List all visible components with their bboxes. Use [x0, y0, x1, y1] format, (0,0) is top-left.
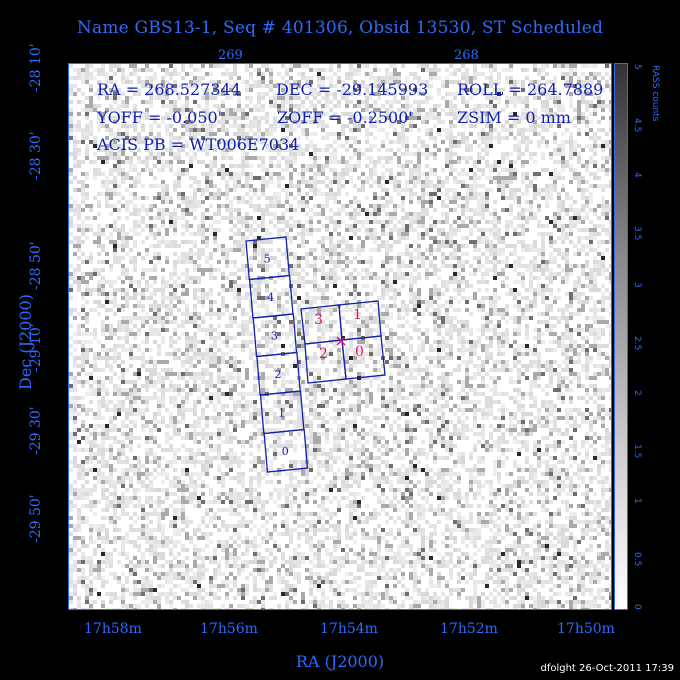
colorbar-tick: 4.5 [632, 118, 642, 133]
ra-bottom-tick: 17h58m [84, 621, 142, 637]
colorbar-tick: 2.5 [632, 336, 642, 351]
colorbar-title: RASS counts [650, 65, 660, 122]
info-dec: DEC = -29.145993 [276, 80, 429, 99]
acis-footprint: 5 4 3 2 1 0 3 1 2 0 [245, 236, 386, 473]
info-acis-pb: ACIS PB = WT006E7034 [97, 135, 300, 154]
aimpoint-marker [336, 336, 346, 346]
dec-tick: -28 10' [28, 43, 44, 92]
acis-i-chip-label: 0 [355, 344, 364, 360]
dec-tick: -28 30' [28, 131, 44, 180]
dec-tick: -28 50' [28, 241, 44, 290]
acis-i-chip-label: 3 [314, 312, 323, 328]
info-roll: ROLL = 264.7889 [457, 80, 604, 99]
colorbar-tick: 3.5 [632, 226, 642, 241]
acis-i-chip-label: 2 [319, 346, 328, 362]
info-yoff: YOFF = -0.050' [97, 108, 223, 127]
acis-i-chip [341, 335, 386, 380]
dec-tick: -29 50' [28, 494, 44, 543]
ra-bottom-tick: 17h56m [200, 621, 258, 637]
x-axis-title: RA (J2000) [295, 652, 385, 671]
colorbar-tick: 1.5 [632, 444, 642, 459]
colorbar-tick: 2 [632, 390, 642, 396]
footer-stamp: dfolght 26-Oct-2011 17:39 [540, 663, 674, 674]
rass-background [69, 64, 611, 609]
plot-title: Name GBS13-1, Seq # 401306, Obsid 13530,… [76, 18, 604, 38]
acis-s-chip-label: 4 [267, 291, 274, 304]
ra-bottom-tick: 17h52m [440, 621, 498, 637]
colorbar-tick: 3 [632, 282, 642, 288]
ra-bottom-tick: 17h54m [320, 621, 378, 637]
colorbar-tick: 4 [632, 172, 642, 178]
acis-s-chip-label: 0 [282, 445, 289, 458]
colorbar [614, 63, 628, 610]
colorbar-tick: 1 [632, 498, 642, 504]
info-ra: RA = 268.527344 [97, 80, 241, 99]
acis-i-chip-label: 1 [353, 307, 362, 323]
colorbar-tick: 0.5 [632, 552, 642, 567]
sky-image: 5 4 3 2 1 0 3 1 2 0 [68, 63, 612, 610]
acis-s-chip-label: 1 [278, 406, 285, 419]
acis-s-chip-label: 2 [275, 368, 282, 381]
ra-top-tick: 269 [218, 48, 243, 63]
info-zsim: ZSIM = 0 mm [457, 108, 571, 127]
info-zoff: ZOFF = -0.2500' [277, 108, 413, 127]
colorbar-tick: 0 [632, 604, 642, 610]
colorbar-tick: 5 [632, 64, 642, 70]
y-axis-title: Dec (J2000) [16, 294, 35, 390]
ra-bottom-tick: 17h50m [557, 621, 615, 637]
acis-s-chip [263, 428, 309, 473]
dec-tick: -29 30' [28, 406, 44, 455]
acis-s-chip-label: 3 [271, 329, 278, 342]
acis-s-chip-label: 5 [264, 252, 271, 265]
ra-top-tick: 268 [454, 48, 479, 63]
